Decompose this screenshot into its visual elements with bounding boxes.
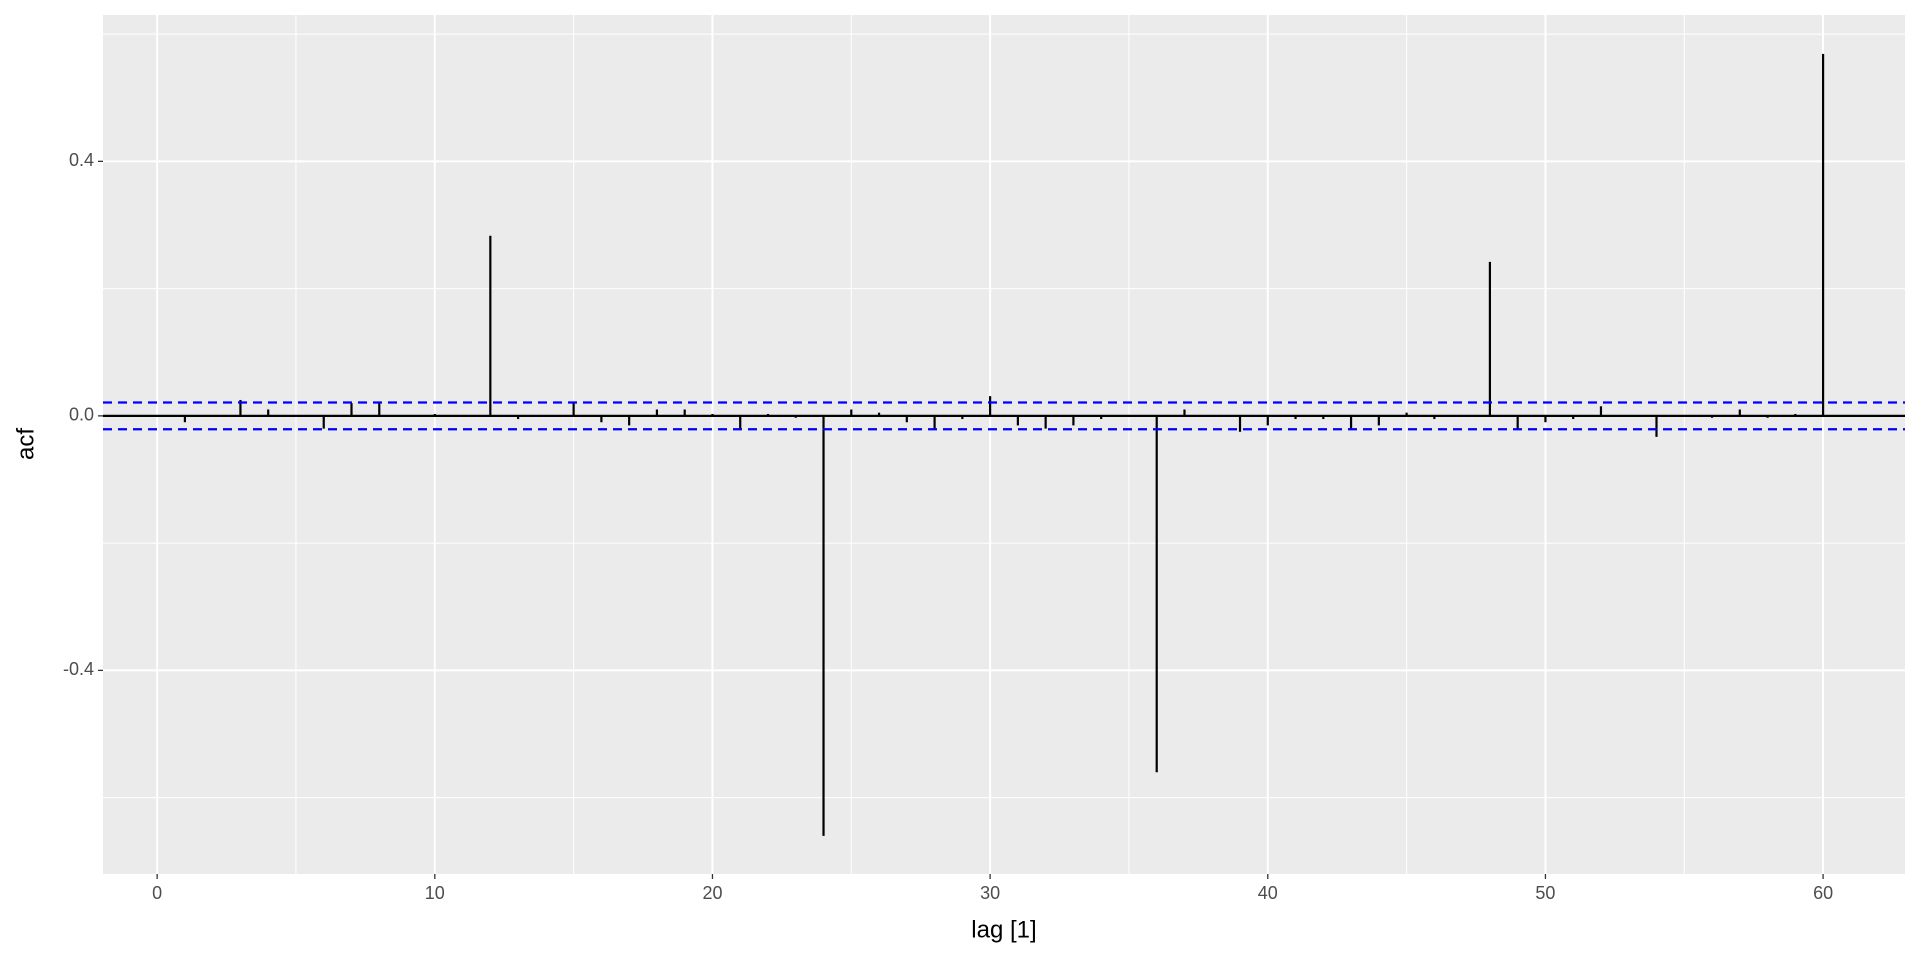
x-tick-label: 10	[425, 883, 445, 903]
x-axis-title: lag [1]	[971, 916, 1036, 943]
x-tick-label: 0	[152, 883, 162, 903]
y-tick-label: 0.0	[69, 405, 94, 425]
x-tick-label: 60	[1813, 883, 1833, 903]
panel	[103, 15, 1905, 874]
y-axis-title: acf	[12, 428, 39, 460]
x-tick-label: 20	[702, 883, 722, 903]
y-tick-label: 0.4	[69, 150, 94, 170]
y-tick-label: -0.4	[63, 659, 94, 679]
x-tick-label: 50	[1535, 883, 1555, 903]
x-tick-label: 40	[1258, 883, 1278, 903]
x-tick-label: 30	[980, 883, 1000, 903]
